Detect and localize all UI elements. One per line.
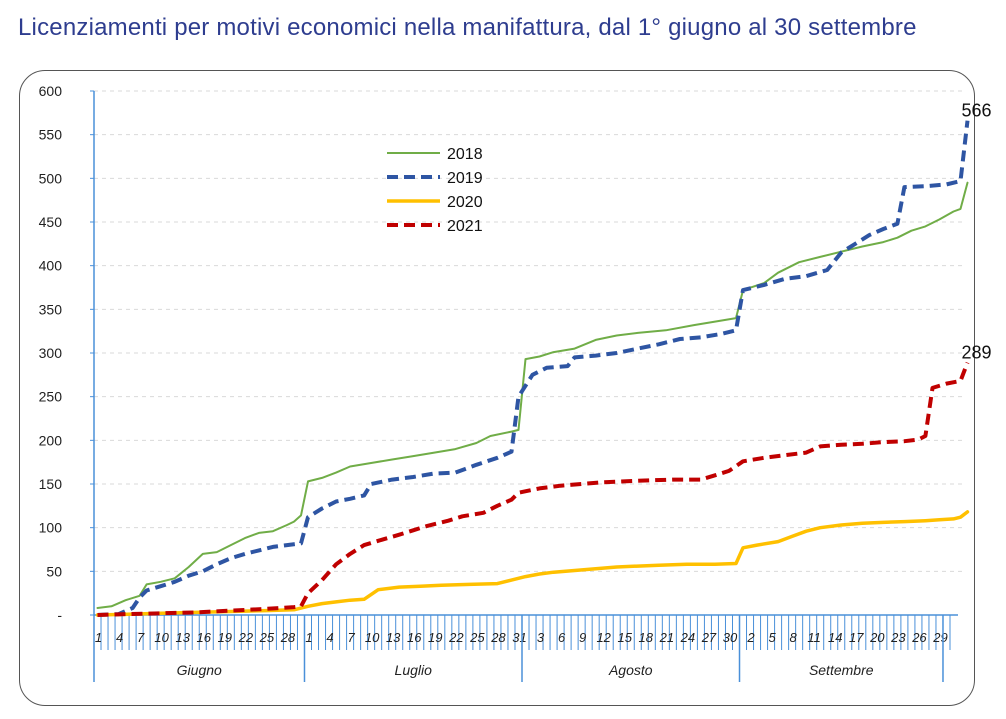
month-label: Settembre [809,662,874,678]
x-tick-label: 25 [259,630,275,645]
month-label: Luglio [395,662,433,678]
x-tick-label: 3 [537,630,545,645]
series-line-2020 [95,510,970,617]
x-tick-label: 28 [490,630,506,645]
x-tick-label: 1 [95,630,102,645]
x-tick-label: 4 [326,630,333,645]
x-tick-label: 16 [197,630,212,645]
y-tick-label: 500 [39,170,63,186]
series-line-2021 [97,361,970,617]
x-tick-label: 9 [579,630,586,645]
x-tick-label: 16 [407,630,422,645]
x-tick-label: 13 [386,630,401,645]
x-tick-label: 5 [768,630,776,645]
y-tick-label: 50 [46,563,62,579]
series-lines [95,120,970,617]
x-tick-label: 28 [280,630,296,645]
y-tick-label: 350 [39,301,63,317]
x-tick-label: 10 [365,630,380,645]
chart-frame [19,70,975,706]
month-label: Giugno [177,662,222,678]
gridlines [94,90,962,572]
y-tick-label: 100 [39,520,63,536]
legend: 2018 2019 2020 2021 [387,146,483,235]
x-tick-label: 1 [305,630,312,645]
x-tick-label: 2 [746,630,755,645]
y-axis: - 50 100 150 200 250 300 350 400 450 500 550 600 [39,83,95,623]
annotations: 566 289 [962,101,992,363]
y-tick-label: - [57,607,62,623]
x-tick-label: 18 [639,630,654,645]
x-tick-label: 27 [701,630,717,645]
y-tick-label: 300 [39,345,63,361]
y-tick-label: 200 [39,432,63,448]
legend-label-2021: 2021 [447,218,483,235]
x-tick-label: 20 [869,630,885,645]
x-tick-label: 31 [512,630,526,645]
y-tick-label: 600 [39,83,63,99]
y-tick-label: 450 [39,214,63,230]
x-tick-label: 22 [238,630,254,645]
x-tick-label: 7 [347,630,355,645]
y-tick-label: 400 [39,258,63,274]
y-tick-label: 550 [39,127,63,143]
x-tick-label: 29 [932,630,947,645]
end-value-label-2021: 289 [962,343,992,363]
x-tick-label: 19 [218,630,232,645]
x-tick-label: 11 [807,630,821,645]
x-tick-label: 25 [469,630,485,645]
legend-label-2019: 2019 [447,170,483,187]
legend-label-2018: 2018 [447,146,483,163]
x-tick-label: 10 [154,630,169,645]
x-tick-label: 6 [558,630,566,645]
x-tick-label: 30 [723,630,738,645]
x-tick-label: 14 [828,630,842,645]
x-tick-label: 8 [790,630,798,645]
series-line-2019 [97,120,970,617]
x-tick-label: 13 [175,630,190,645]
x-tick-label: 4 [116,630,123,645]
y-tick-label: 250 [39,389,63,405]
x-tick-label: 23 [890,630,906,645]
x-tick-label: 19 [428,630,442,645]
x-tick-label: 15 [618,630,633,645]
x-tick-label: 26 [911,630,927,645]
y-tick-label: 150 [39,476,63,492]
x-tick-label: 12 [596,630,611,645]
x-tick-label: 21 [659,630,674,645]
month-label: Agosto [608,662,653,678]
chart-title: Licenziamenti per motivi economici nella… [18,14,917,41]
legend-label-2020: 2020 [447,194,483,211]
series-line-2018 [96,181,969,609]
x-tick-label: 17 [849,630,864,645]
x-tick-label: 7 [137,630,145,645]
x-tick-label: 24 [680,630,695,645]
end-value-label-2019: 566 [962,101,992,121]
x-tick-label: 22 [448,630,464,645]
